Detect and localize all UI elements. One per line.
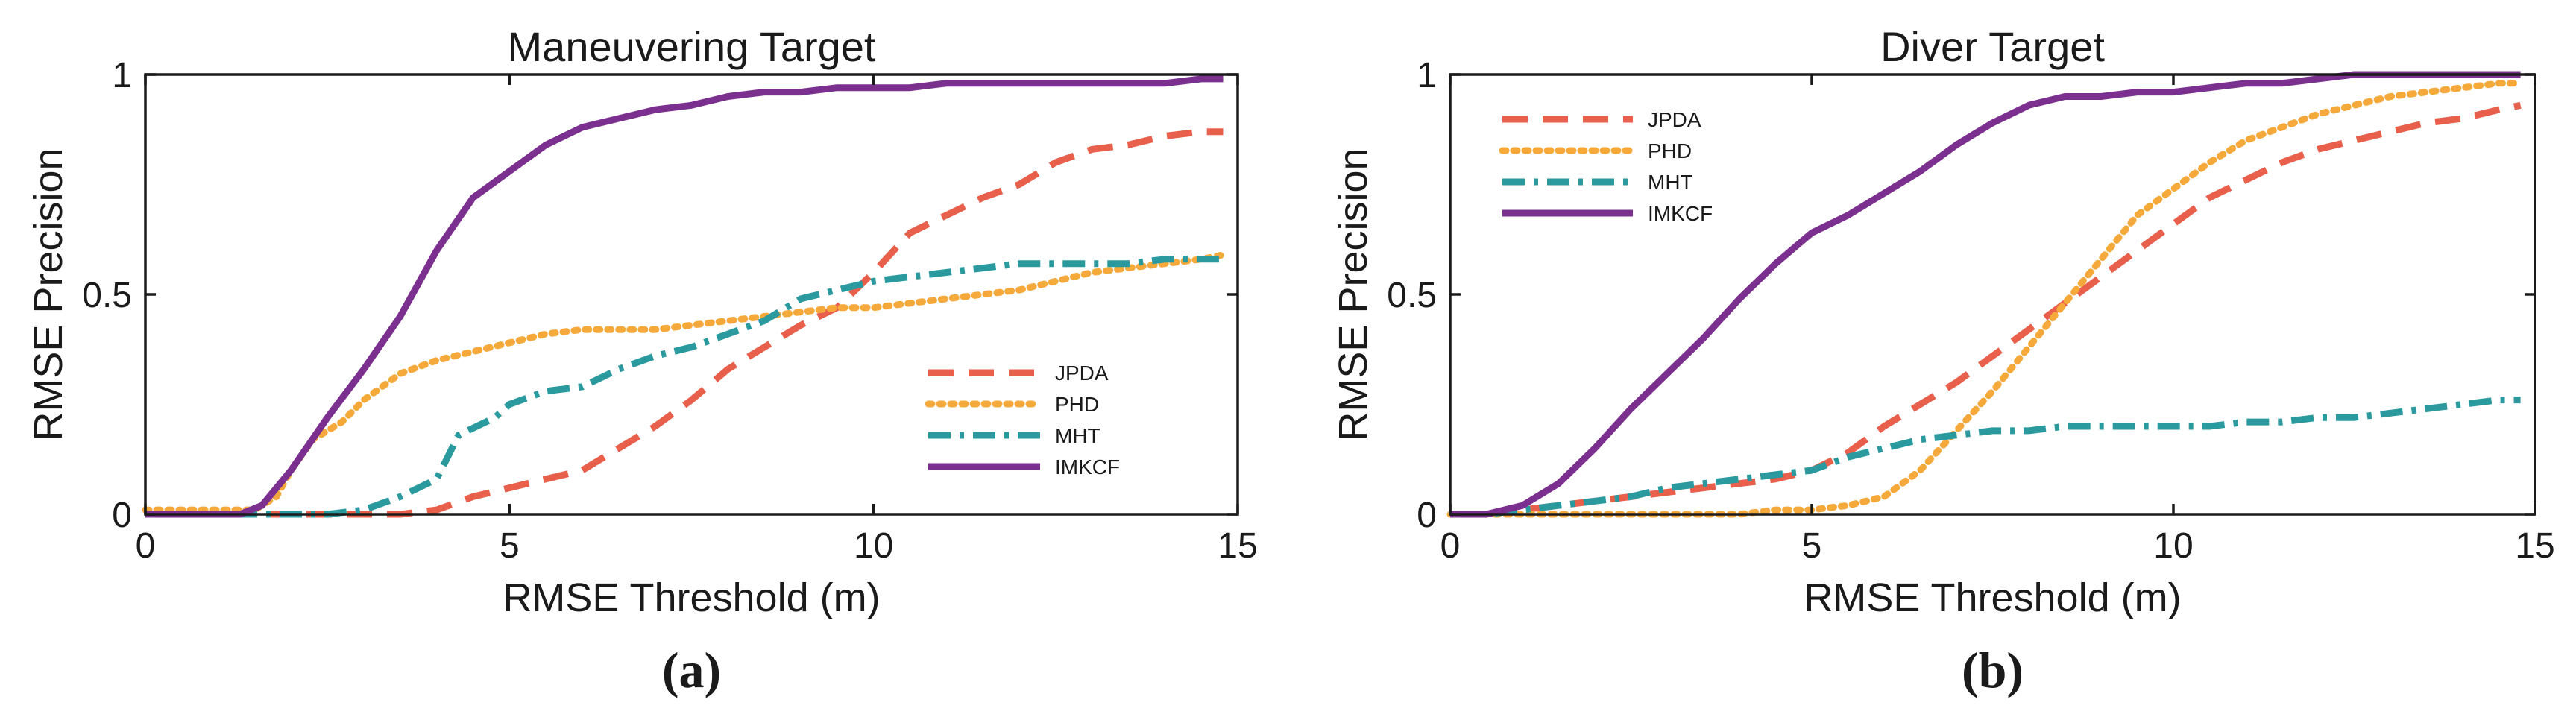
y-tick-label: 1 bbox=[112, 56, 132, 95]
y-axis-label: RMSE Precision bbox=[26, 148, 71, 440]
x-axis-label: RMSE Threshold (m) bbox=[503, 575, 880, 620]
series-line-jpda bbox=[1450, 101, 2522, 518]
legend: JPDA PHD MHT IMKCF bbox=[925, 361, 1120, 479]
legend-label-phd: PHD bbox=[1055, 393, 1099, 416]
series-line-jpda bbox=[145, 128, 1224, 518]
legend-label-mht: MHT bbox=[1055, 424, 1100, 447]
x-tick-label: 5 bbox=[1802, 526, 1822, 566]
legend-label-imkcf: IMKCF bbox=[1648, 202, 1713, 225]
series-line-mht bbox=[145, 256, 1224, 518]
chart-title: Diver Target bbox=[1880, 23, 2105, 70]
x-axis-label: RMSE Threshold (m) bbox=[1804, 575, 2181, 620]
x-tick-label: 5 bbox=[500, 526, 520, 566]
x-tick-label: 0 bbox=[1440, 526, 1461, 566]
series-line-phd bbox=[142, 251, 1226, 514]
series-line-imkcf bbox=[145, 75, 1224, 518]
legend-label-jpda: JPDA bbox=[1055, 361, 1109, 385]
panel-label: (a) bbox=[662, 642, 721, 698]
y-tick-label: 0 bbox=[1417, 496, 1437, 535]
y-tick-label: 0.5 bbox=[1387, 276, 1437, 315]
y-tick-label: 1 bbox=[1417, 56, 1437, 95]
legend-label-mht: MHT bbox=[1648, 171, 1693, 194]
series-line-phd bbox=[1446, 80, 2525, 518]
series-line-mht bbox=[1450, 397, 2521, 518]
panel-label: (b) bbox=[1962, 642, 2024, 698]
legend-label-jpda: JPDA bbox=[1648, 108, 1701, 131]
chart-title: Maneuvering Target bbox=[508, 23, 876, 70]
chart-panel-2: 0 5 10 15 0 0.5 1 Diver Target RMSE Threshold (m… bbox=[1331, 23, 2555, 698]
x-tick-label: 15 bbox=[1218, 526, 1257, 566]
y-axis-label: RMSE Precision bbox=[1331, 148, 1376, 440]
x-tick-label: 10 bbox=[2153, 526, 2193, 566]
legend: JPDA PHD MHT IMKCF bbox=[1499, 108, 1713, 225]
legend-label-imkcf: IMKCF bbox=[1055, 455, 1120, 479]
axes-box bbox=[1449, 73, 2536, 516]
legend-label-phd: PHD bbox=[1648, 139, 1692, 162]
y-tick-label: 0.5 bbox=[82, 276, 132, 315]
chart-panel-1: 0 5 10 15 0 0.5 1 Maneuvering Target RMSE Thresh… bbox=[26, 23, 1258, 698]
x-tick-label: 10 bbox=[854, 526, 893, 566]
x-tick-label: 0 bbox=[136, 526, 156, 566]
x-tick-label: 15 bbox=[2515, 526, 2554, 566]
y-tick-label: 0 bbox=[112, 496, 132, 535]
